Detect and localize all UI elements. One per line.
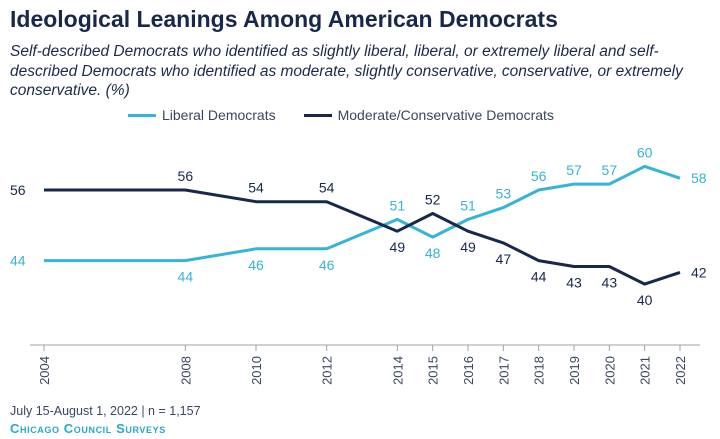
data-label-moderate-2018: 44 xyxy=(531,269,547,285)
data-label-moderate-2019: 43 xyxy=(566,274,582,290)
x-tick-label-2015: 2015 xyxy=(426,356,441,385)
data-label-liberal-2014: 51 xyxy=(390,197,406,213)
x-tick-label-2008: 2008 xyxy=(178,356,193,385)
survey-note: July 15-August 1, 2022 | n = 1,157 xyxy=(10,404,201,418)
chart-title: Ideological Leanings Among American Demo… xyxy=(10,6,558,32)
data-label-liberal-2017: 53 xyxy=(496,186,512,202)
data-label-liberal-2019: 57 xyxy=(566,162,582,178)
data-label-liberal-2004: 44 xyxy=(10,253,26,269)
data-label-liberal-2021: 60 xyxy=(637,144,653,160)
x-tick-label-2004: 2004 xyxy=(37,356,52,385)
series-line-moderate xyxy=(44,188,681,286)
data-label-moderate-2004: 56 xyxy=(10,182,26,198)
x-tick-label-2012: 2012 xyxy=(320,356,335,385)
x-tick-label-2014: 2014 xyxy=(390,356,405,385)
x-tick-label-2016: 2016 xyxy=(461,356,476,385)
data-label-moderate-2015: 52 xyxy=(425,192,441,208)
brand-logo-text: Chicago Council Surveys xyxy=(10,421,166,436)
legend-label-moderate: Moderate/Conservative Democrats xyxy=(337,107,554,123)
data-label-liberal-2018: 56 xyxy=(531,168,547,184)
data-label-moderate-2020: 43 xyxy=(602,274,618,290)
data-label-liberal-2008: 44 xyxy=(178,269,194,285)
data-label-liberal-2010: 46 xyxy=(248,257,264,273)
line-chart: 2004 2008 2010 2012 2014 2015 2016 2017 2018 2019… xyxy=(10,144,707,385)
data-label-moderate-2014: 49 xyxy=(390,239,406,255)
x-tick-label-2017: 2017 xyxy=(496,356,511,385)
data-label-moderate-2017: 47 xyxy=(496,251,512,267)
legend: Liberal Democrats Moderate/Conservative … xyxy=(128,105,582,125)
data-label-liberal-2015: 48 xyxy=(425,245,441,261)
x-tick-label-2018: 2018 xyxy=(532,356,547,385)
data-label-moderate-2008: 56 xyxy=(178,168,194,184)
x-tick-label-2019: 2019 xyxy=(567,356,582,385)
data-label-moderate-2022: 42 xyxy=(691,264,707,280)
data-label-liberal-2020: 57 xyxy=(602,162,618,178)
legend-label-liberal: Liberal Democrats xyxy=(162,107,276,123)
legend-item-moderate: Moderate/Conservative Democrats xyxy=(303,107,554,123)
legend-swatch-moderate xyxy=(303,113,332,117)
data-label-liberal-2016: 51 xyxy=(460,197,476,213)
data-label-moderate-2021: 40 xyxy=(637,292,653,308)
data-label-moderate-2012: 54 xyxy=(319,180,335,196)
data-label-liberal-2022: 58 xyxy=(691,170,707,186)
x-tick-label-2020: 2020 xyxy=(602,356,617,385)
x-tick-label-2010: 2010 xyxy=(249,356,264,385)
x-tick-label-2021: 2021 xyxy=(638,356,653,385)
data-label-moderate-2016: 49 xyxy=(460,239,476,255)
x-tick-label-2022: 2022 xyxy=(673,356,688,385)
legend-item-liberal: Liberal Democrats xyxy=(128,107,276,123)
series-line-liberal xyxy=(44,164,681,263)
data-label-liberal-2012: 46 xyxy=(319,257,335,273)
legend-swatch-liberal xyxy=(128,113,156,117)
data-label-moderate-2010: 54 xyxy=(248,180,264,196)
chart-subtitle: Self-described Democrats who identified … xyxy=(10,43,683,99)
